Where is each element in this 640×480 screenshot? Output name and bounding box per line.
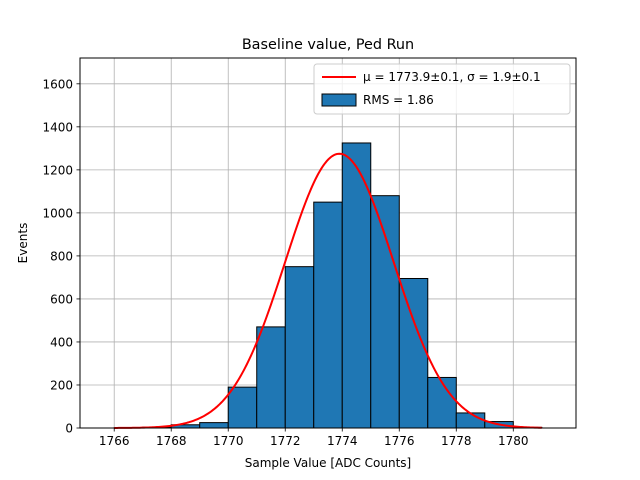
histogram-bar: [227, 386, 258, 429]
legend-rms-label: RMS = 1.86: [363, 93, 434, 107]
histogram-bar: [284, 266, 315, 429]
histogram-bar: [455, 412, 486, 429]
y-tick-label: 200: [50, 378, 73, 392]
histogram-bar: [398, 277, 429, 429]
histogram-bar: [370, 195, 400, 429]
y-axis-label: Events: [16, 223, 30, 264]
x-tick-label: 1768: [156, 434, 187, 448]
chart-title: Baseline value, Ped Run: [242, 37, 414, 53]
gaussian-fit-line: [114, 152, 542, 429]
y-tick-label: 600: [50, 292, 73, 306]
y-tick-label: 1000: [42, 206, 73, 220]
plot-frame: [79, 57, 577, 429]
y-tick-label: 400: [50, 335, 73, 349]
x-axis-ticks: 1766 1768 1770 1772 1774 1776 1778 1780: [99, 428, 529, 448]
legend: μ = 1773.9±0.1, σ = 1.9±0.1 RMS = 1.86: [313, 63, 571, 115]
y-tick-label: 1400: [42, 120, 73, 134]
x-tick-label: 1778: [441, 434, 472, 448]
histogram-bar: [199, 422, 229, 429]
x-tick-label: 1772: [270, 434, 301, 448]
legend-fit-label: μ = 1773.9±0.1, σ = 1.9±0.1: [363, 70, 541, 84]
legend-histogram-swatch: [321, 93, 357, 107]
x-tick-label: 1766: [99, 434, 130, 448]
x-tick-label: 1774: [327, 434, 358, 448]
x-tick-label: 1770: [213, 434, 244, 448]
histogram-bar: [427, 376, 457, 429]
y-tick-label: 1200: [42, 163, 73, 177]
y-tick-label: 1600: [42, 77, 73, 91]
histogram-bar: [313, 201, 343, 429]
y-tick-label: 800: [50, 249, 73, 263]
x-axis-label: Sample Value [ADC Counts]: [245, 456, 411, 470]
y-tick-label: 0: [65, 422, 73, 436]
legend-box: [313, 63, 571, 115]
x-tick-label: 1776: [384, 434, 415, 448]
x-tick-label: 1780: [498, 434, 529, 448]
gaussian-fit: [114, 152, 542, 429]
y-axis-ticks: 0 200 400 600 800 1000 1200 1400 1600: [42, 77, 80, 436]
histogram-bar: [256, 326, 286, 429]
